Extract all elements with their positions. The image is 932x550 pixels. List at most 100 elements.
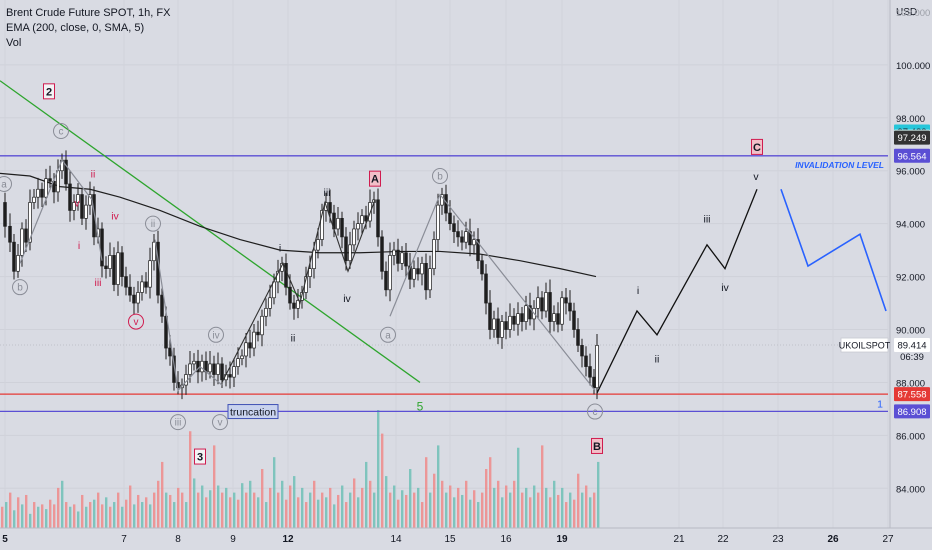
volume-bar [65, 502, 68, 528]
wave-label-circle [128, 313, 144, 330]
candle-body [384, 270, 388, 291]
wave-label: ii [151, 219, 155, 230]
wave-label: v [134, 317, 139, 328]
volume-bar [385, 476, 388, 528]
volume-bar [449, 485, 452, 528]
volume-bar [445, 492, 448, 528]
volume-bar [237, 499, 240, 528]
wave-label: ii [291, 332, 296, 344]
volume-bar [305, 502, 308, 528]
x-tick-label: 8 [175, 534, 181, 545]
volume-bar [89, 502, 92, 528]
volume-bar [1, 506, 4, 528]
candle-body [256, 331, 260, 336]
candle-body [540, 297, 544, 312]
x-tick-label: 27 [882, 534, 894, 545]
candle-body [576, 329, 580, 346]
candle-body [92, 194, 96, 238]
candle-body [520, 313, 524, 322]
volume-bar [509, 492, 512, 528]
volume-bar [201, 485, 204, 528]
volume-bar [17, 497, 20, 528]
candle-body [476, 239, 480, 262]
volume-bar [137, 494, 140, 528]
candle-body [536, 297, 540, 309]
volume-bar [405, 494, 408, 528]
symbol-title[interactable]: Brent Crude Future SPOT, 1h, FX [6, 7, 171, 19]
candle-body [252, 331, 256, 349]
candle-body [148, 260, 152, 288]
volume-bar [357, 497, 360, 528]
y-tick-label: 94.000 [896, 220, 925, 231]
invalidation-level-label: INVALIDATION LEVEL [795, 160, 884, 170]
volume-bar [249, 480, 252, 528]
wave-label: C [753, 142, 761, 154]
volume-bar [313, 480, 316, 528]
volume-bar [393, 485, 396, 528]
candle-body [248, 342, 252, 349]
candle-body [428, 268, 432, 291]
symbol-tag-bg [840, 337, 889, 353]
ema-legend[interactable]: EMA (200, close, 0, SMA, 5) [6, 22, 145, 34]
candle-body [320, 210, 324, 240]
volume-bar [377, 410, 380, 528]
grid-lines [0, 0, 888, 528]
symbol-tag: UKOILSPOT [839, 341, 891, 351]
volume-bar [229, 497, 232, 528]
volume-bar [197, 492, 200, 528]
time-axis-bg [0, 528, 932, 550]
truncation-box [227, 404, 279, 420]
volume-bar [485, 469, 488, 528]
chart-legend: Brent Crude Future SPOT, 1h, FX EMA (200… [6, 6, 170, 51]
candle-body [496, 318, 500, 338]
volume-bar [397, 499, 400, 528]
wave-label-circle [0, 175, 12, 192]
volume-bar [597, 461, 600, 528]
time-axis[interactable]: 5 7 8 9 12 14 15 16 19 21 22 23 26 27 [0, 527, 932, 550]
volume-bar [533, 485, 536, 528]
volume-bar [317, 499, 320, 528]
volume-bar [269, 487, 272, 528]
candle-body [268, 297, 272, 309]
x-tick-label: 22 [717, 534, 729, 545]
candle-body [572, 310, 576, 330]
candle-body [568, 302, 572, 312]
volume-bar [121, 506, 124, 528]
volume-bar [281, 480, 284, 528]
wave-label: ii [655, 354, 660, 366]
wave-label: A [371, 174, 379, 186]
volume-bar [181, 492, 184, 528]
candle-body [472, 239, 476, 246]
candle-body [292, 302, 296, 309]
candle-body [288, 286, 292, 304]
volume-bar [141, 502, 144, 528]
candle-body [308, 268, 312, 277]
volume-bar [157, 480, 160, 528]
y-tick-label: 90.000 [896, 326, 925, 337]
y-tick-label: 86.000 [896, 431, 925, 442]
volume-bar [569, 492, 572, 528]
wave-label: iv [721, 282, 729, 294]
truncation-label: truncation [230, 407, 276, 419]
x-tick-label: 16 [500, 534, 512, 545]
volume-bar [421, 502, 424, 528]
volume-bar [489, 457, 492, 528]
candle-body [164, 315, 168, 349]
wave-label: iii [704, 213, 711, 225]
y-tick-label: 92.000 [896, 273, 925, 284]
wave-label-box [194, 448, 206, 465]
wave-label: i [78, 240, 80, 252]
volume-bar [21, 504, 24, 528]
volume-bar [185, 502, 188, 528]
candle-body [580, 345, 584, 357]
price-axis[interactable]: USD 84.000 86.000 88.000 90.000 92.000 94.000 9… [839, 0, 932, 550]
volume-bar [353, 478, 356, 528]
ema-200-line [0, 172, 597, 278]
volume-bar [153, 492, 156, 528]
volume-bar [589, 497, 592, 528]
axis-currency: USD [896, 7, 917, 18]
volume-bar [585, 485, 588, 528]
volume-bar [277, 492, 280, 528]
vol-legend[interactable]: Vol [6, 37, 22, 49]
